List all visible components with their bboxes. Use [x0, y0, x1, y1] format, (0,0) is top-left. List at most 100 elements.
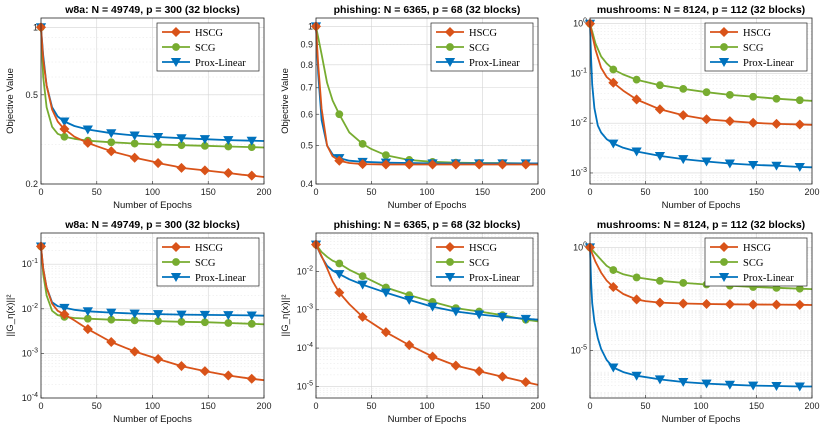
legend-label: HSCG — [195, 243, 223, 254]
series-line-prox-linear — [589, 247, 812, 388]
axes-box — [315, 232, 539, 399]
marker-scg — [632, 273, 641, 282]
legend-marker-scg — [720, 258, 728, 266]
legend-marker-prox-linear — [170, 273, 182, 282]
marker-hscg — [748, 117, 759, 128]
marker-hscg — [223, 167, 234, 178]
x-tick-label: 0 — [313, 187, 318, 197]
x-tick-label: 50 — [92, 401, 102, 411]
axes-box — [40, 232, 265, 399]
marker-prox-linear — [152, 133, 164, 142]
marker-prox-linear — [223, 311, 234, 321]
x-tick-label: 0 — [38, 401, 43, 411]
marker-hscg — [474, 366, 485, 377]
marker-prox-linear — [59, 303, 70, 313]
y-tick-label: 10-2 — [571, 117, 587, 128]
x-axis-label: Number of Epochs — [113, 414, 192, 425]
marker-prox-linear — [771, 161, 782, 171]
marker-scg — [656, 81, 664, 90]
chart-title: phishing: N = 6365, p = 68 (32 blocks) — [334, 219, 521, 231]
marker-hscg — [334, 287, 345, 298]
marker-prox-linear — [794, 162, 805, 172]
marker-hscg — [701, 114, 712, 125]
series-line-hscg — [589, 247, 813, 306]
marker-scg — [382, 151, 390, 160]
legend-label: Prox-Linear — [195, 58, 246, 69]
legend-marker-hscg — [718, 26, 730, 38]
marker-scg — [772, 94, 781, 103]
x-tick-label: 100 — [693, 187, 708, 197]
legend-marker-scg — [446, 258, 454, 266]
legend-label: SCG — [469, 43, 490, 54]
marker-hscg — [199, 165, 210, 176]
legend-label: SCG — [469, 258, 490, 269]
chart-title: mushrooms: N = 8124, p = 112 (32 blocks) — [597, 4, 805, 16]
y-tick-label: 0.4 — [300, 179, 313, 189]
marker-hscg — [724, 299, 735, 310]
chart-panel-4: 10-4 10-3 10-2 10-1 0 50 100 150 200 w8a: N = 497… — [5, 219, 272, 425]
marker-prox-linear — [608, 139, 619, 149]
marker-hscg — [474, 159, 485, 170]
marker-prox-linear — [474, 310, 485, 320]
legend: HSCG SCG Prox-Linear — [156, 22, 260, 72]
series-line-hscg — [315, 26, 538, 166]
x-tick-label: 200 — [804, 187, 819, 197]
legend-label: SCG — [195, 43, 216, 54]
legend: HSCG SCG Prox-Linear — [704, 22, 808, 72]
marker-hscg — [82, 137, 93, 148]
marker-hscg — [153, 158, 164, 169]
marker-prox-linear — [106, 129, 117, 139]
legend-marker-scg — [446, 43, 454, 51]
legend-label: Prox-Linear — [743, 273, 794, 284]
marker-hscg — [176, 162, 187, 173]
y-tick-label: 100 — [573, 241, 587, 252]
marker-hscg — [59, 309, 70, 320]
marker-prox-linear — [404, 295, 415, 305]
y-tick-label: 100 — [573, 18, 587, 29]
legend-label: Prox-Linear — [469, 273, 520, 284]
marker-prox-linear — [608, 363, 619, 373]
x-tick-label: 50 — [640, 401, 650, 411]
marker-scg — [795, 96, 804, 105]
marker-scg — [679, 84, 688, 93]
x-tick-label: 100 — [419, 187, 434, 197]
x-tick-label: 150 — [201, 401, 216, 411]
marker-prox-linear — [654, 375, 666, 385]
legend-label: HSCG — [743, 28, 771, 39]
y-tick-label: 1 — [308, 21, 313, 31]
y-tick-label: 0.7 — [300, 83, 313, 93]
marker-hscg — [106, 146, 117, 157]
y-tick-label: 10-4 — [22, 392, 38, 403]
marker-prox-linear — [82, 125, 93, 135]
marker-prox-linear — [678, 377, 689, 387]
legend-label: HSCG — [469, 243, 497, 254]
x-tick-label: 200 — [256, 187, 271, 197]
chart-title: w8a: N = 49749, p = 300 (32 blocks) — [64, 219, 240, 231]
marker-hscg — [794, 299, 805, 310]
legend-label: HSCG — [469, 28, 497, 39]
legend-label: SCG — [743, 43, 764, 54]
x-tick-label: 100 — [145, 187, 160, 197]
marker-hscg — [357, 311, 368, 322]
marker-hscg — [794, 119, 805, 130]
y-tick-label: 10-1 — [571, 67, 587, 78]
marker-prox-linear — [701, 379, 712, 389]
legend: HSCG SCG Prox-Linear — [430, 22, 534, 72]
x-tick-label: 150 — [201, 187, 216, 197]
marker-hscg — [246, 170, 257, 181]
marker-scg — [679, 279, 688, 287]
marker-hscg — [631, 94, 642, 105]
marker-hscg — [608, 77, 619, 88]
y-axis-label: ||G_η(x)||² — [5, 294, 16, 336]
legend: HSCG SCG Prox-Linear — [156, 237, 260, 287]
chart-panel-5: 10-5 10-4 10-3 10-2 0 50 100 150 200 phishing: N … — [280, 219, 546, 425]
series-line-hscg — [589, 23, 813, 126]
marker-prox-linear — [106, 308, 117, 318]
y-tick-label: 10-5 — [297, 380, 313, 391]
x-tick-label: 0 — [587, 401, 592, 411]
legend-marker-scg — [720, 43, 728, 51]
marker-scg — [749, 92, 758, 101]
marker-prox-linear — [82, 307, 93, 317]
y-tick-label: 0.9 — [300, 40, 313, 50]
chart-title: phishing: N = 6365, p = 68 (32 blocks) — [334, 4, 521, 16]
